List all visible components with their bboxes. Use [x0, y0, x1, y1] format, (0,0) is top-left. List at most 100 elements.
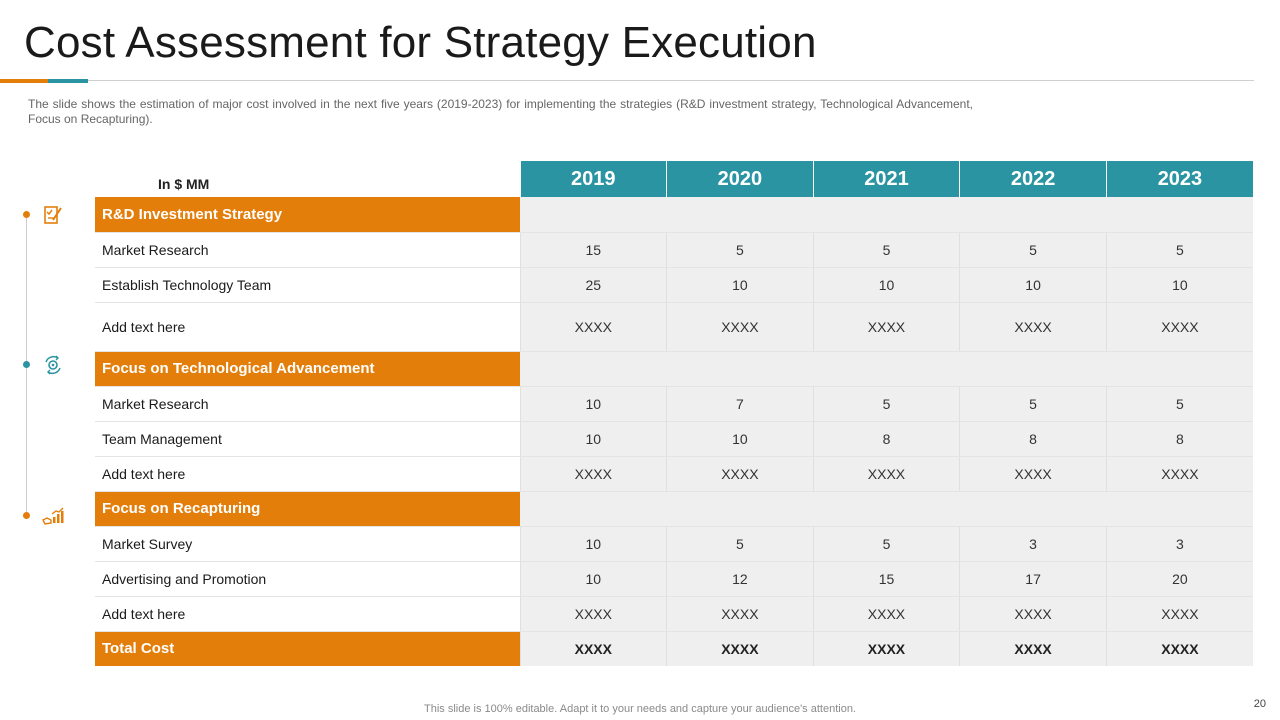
section-header-row: Focus on Recapturing	[95, 491, 1253, 527]
timeline-dot-1	[23, 211, 30, 218]
cell-value: 5	[666, 232, 814, 268]
cell-value: XXXX	[519, 302, 667, 352]
cell-value: XXXX	[812, 456, 960, 492]
row-label: Establish Technology Team	[95, 267, 520, 303]
cost-table-container: In $ MM 2019 2020 2021 2022 2023 R&D Inv…	[95, 161, 1253, 666]
section-title: Focus on Recapturing	[95, 491, 520, 527]
table-row: Market Research 10 7 5 5 5	[95, 386, 1253, 422]
cell-value: 17	[959, 561, 1107, 597]
cell-value: 5	[1105, 232, 1253, 268]
year-header: 2020	[666, 161, 814, 197]
cell-value: 8	[812, 421, 960, 457]
cell-value: XXXX	[1105, 302, 1253, 352]
total-value: XXXX	[959, 631, 1107, 666]
cell-value: XXXX	[666, 302, 814, 352]
cell-value: XXXX	[1105, 596, 1253, 632]
section-fill	[520, 197, 1253, 233]
page-number: 20	[1253, 698, 1266, 710]
section-header-row: Focus on Technological Advancement	[95, 351, 1253, 387]
total-label: Total Cost	[95, 631, 520, 666]
section-fill	[520, 491, 1253, 527]
cell-value: 10	[812, 267, 960, 303]
cell-value: 8	[959, 421, 1107, 457]
cell-value: XXXX	[959, 302, 1107, 352]
row-label: Team Management	[95, 421, 520, 457]
total-value: XXXX	[519, 631, 667, 666]
cell-value: 10	[959, 267, 1107, 303]
row-label: Add text here	[95, 302, 520, 352]
growth-chart-hand-icon	[42, 505, 64, 527]
total-value: XXXX	[812, 631, 960, 666]
cost-table: In $ MM 2019 2020 2021 2022 2023 R&D Inv…	[95, 161, 1253, 666]
cell-value: XXXX	[666, 456, 814, 492]
cell-value: XXXX	[666, 596, 814, 632]
cell-value: 10	[519, 386, 667, 422]
cell-value: 7	[666, 386, 814, 422]
cell-value: 10	[519, 561, 667, 597]
cell-value: XXXX	[959, 456, 1107, 492]
cell-value: 12	[666, 561, 814, 597]
total-value: XXXX	[1105, 631, 1253, 666]
total-row: Total Cost XXXX XXXX XXXX XXXX XXXX	[95, 631, 1253, 666]
table-row: Market Research 15 5 5 5 5	[95, 232, 1253, 268]
page-title: Cost Assessment for Strategy Execution	[24, 18, 817, 67]
cell-value: 10	[519, 421, 667, 457]
row-label: Advertising and Promotion	[95, 561, 520, 597]
row-label: Market Research	[95, 386, 520, 422]
cell-value: XXXX	[812, 596, 960, 632]
row-label: Market Survey	[95, 526, 520, 562]
cell-value: 10	[519, 526, 667, 562]
table-row: Team Management 10 10 8 8 8	[95, 421, 1253, 457]
timeline-dot-2	[23, 361, 30, 368]
cell-value: 5	[812, 232, 960, 268]
cell-value: 25	[519, 267, 667, 303]
cell-value: XXXX	[1105, 456, 1253, 492]
total-value: XXXX	[666, 631, 814, 666]
section-title: R&D Investment Strategy	[95, 197, 520, 233]
cell-value: XXXX	[519, 456, 667, 492]
cell-value: 20	[1105, 561, 1253, 597]
row-label: Add text here	[95, 596, 520, 632]
cell-value: 10	[666, 267, 814, 303]
year-header: 2021	[812, 161, 960, 197]
year-header: 2023	[1105, 161, 1253, 197]
cell-value: 5	[812, 526, 960, 562]
timeline-dot-3	[23, 512, 30, 519]
cell-value: 5	[666, 526, 814, 562]
row-label: Add text here	[95, 456, 520, 492]
section-fill	[520, 351, 1253, 387]
slide-description: The slide shows the estimation of major …	[28, 97, 973, 126]
unit-label: In $ MM	[95, 161, 520, 197]
cell-value: XXXX	[519, 596, 667, 632]
year-header: 2022	[959, 161, 1107, 197]
cell-value: 5	[959, 232, 1107, 268]
cell-value: XXXX	[959, 596, 1107, 632]
section-header-row: R&D Investment Strategy	[95, 197, 1253, 233]
table-row: Add text here XXXX XXXX XXXX XXXX XXXX	[95, 302, 1253, 352]
cell-value: 3	[959, 526, 1107, 562]
cell-value: 5	[959, 386, 1107, 422]
table-header-row: In $ MM 2019 2020 2021 2022 2023	[95, 161, 1253, 197]
gear-cycle-icon	[42, 354, 64, 376]
table-row: Advertising and Promotion 10 12 15 17 20	[95, 561, 1253, 597]
cell-value: 10	[666, 421, 814, 457]
cell-value: 10	[1105, 267, 1253, 303]
table-row: Add text here XXXX XXXX XXXX XXXX XXXX	[95, 456, 1253, 492]
row-label: Market Research	[95, 232, 520, 268]
cell-value: 3	[1105, 526, 1253, 562]
table-row: Add text here XXXX XXXX XXXX XXXX XXXX	[95, 596, 1253, 632]
title-accent-teal	[48, 79, 88, 83]
section-title: Focus on Technological Advancement	[95, 351, 520, 387]
title-divider	[0, 80, 1254, 81]
cell-value: 15	[519, 232, 667, 268]
cell-value: 5	[812, 386, 960, 422]
cell-value: 8	[1105, 421, 1253, 457]
table-row: Market Survey 10 5 5 3 3	[95, 526, 1253, 562]
cell-value: 5	[1105, 386, 1253, 422]
year-header: 2019	[519, 161, 667, 197]
checklist-pen-icon	[42, 204, 64, 226]
cell-value: XXXX	[812, 302, 960, 352]
title-accent-orange	[0, 79, 48, 83]
footer-note: This slide is 100% editable. Adapt it to…	[424, 703, 856, 715]
table-row: Establish Technology Team 25 10 10 10 10	[95, 267, 1253, 303]
